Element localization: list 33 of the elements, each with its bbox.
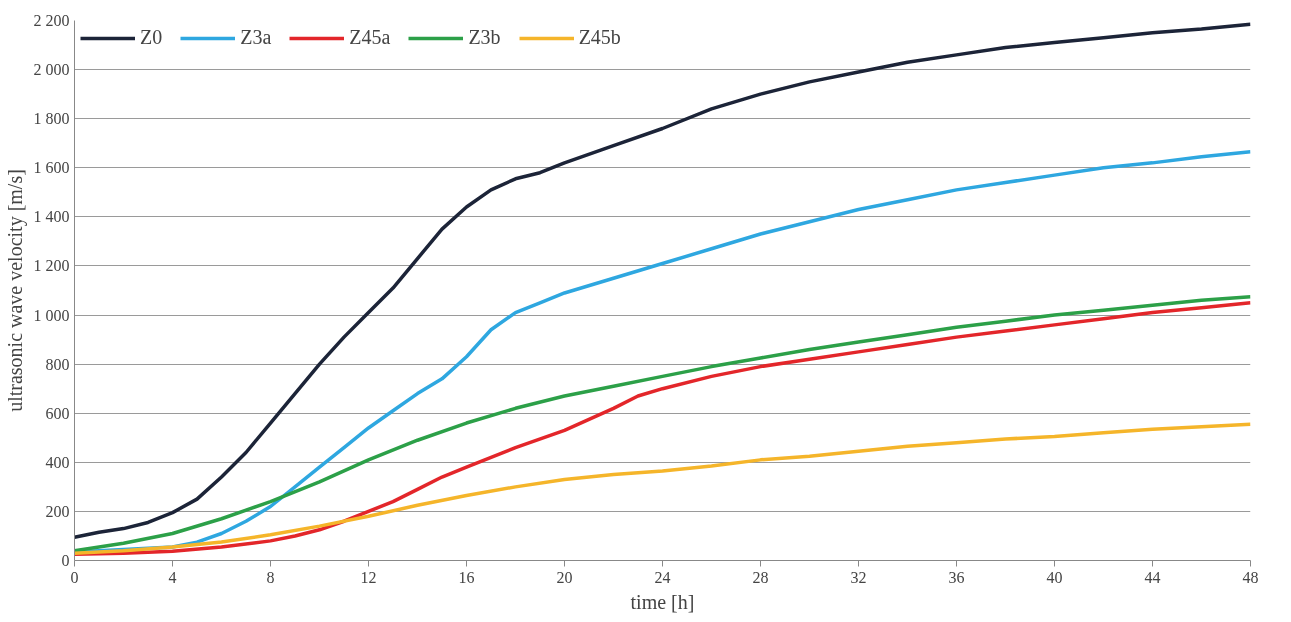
- y-tick-label: 2 000: [33, 61, 70, 79]
- legend-label: Z3b: [468, 26, 501, 49]
- legend-label: Z45b: [578, 26, 621, 49]
- x-tick-label: 40: [1046, 568, 1063, 586]
- line-series: [74, 422, 1251, 555]
- y-tick-label: 800: [45, 355, 70, 373]
- y-tick-label: 1 000: [33, 306, 70, 324]
- x-tick-label: 44: [1144, 568, 1161, 586]
- y-tick-label: 1 400: [33, 208, 70, 226]
- x-tick-label: 28: [752, 568, 769, 586]
- line-series: [74, 22, 1251, 539]
- x-tick-label: 16: [458, 568, 475, 586]
- y-tick-label: 1 200: [33, 257, 70, 275]
- legend-label: Z0: [140, 26, 163, 49]
- x-tick-label: 24: [654, 568, 671, 586]
- legend-label: Z3a: [240, 26, 272, 49]
- y-axis-title: ultrasonic wave velocity [m/s]: [3, 169, 27, 412]
- x-tick-label: 48: [1242, 568, 1259, 586]
- x-tick-label: 4: [168, 568, 177, 586]
- y-tick-label: 2 200: [33, 12, 70, 29]
- y-tick-label: 1 800: [33, 110, 70, 128]
- x-tick-label: 8: [266, 568, 275, 586]
- legend-label: Z45a: [349, 26, 391, 49]
- x-tick-label: 12: [360, 568, 377, 586]
- x-tick-label: 32: [850, 568, 867, 586]
- y-tick-label: 600: [45, 404, 70, 422]
- y-tick-label: 200: [45, 502, 70, 520]
- x-axis-title: time [h]: [630, 590, 695, 613]
- y-tick-label: 0: [61, 552, 70, 569]
- y-tick-label: 1 600: [33, 159, 70, 177]
- y-tick-label: 400: [45, 453, 70, 471]
- x-tick-label: 20: [556, 568, 573, 586]
- x-tick-label: 36: [948, 568, 965, 586]
